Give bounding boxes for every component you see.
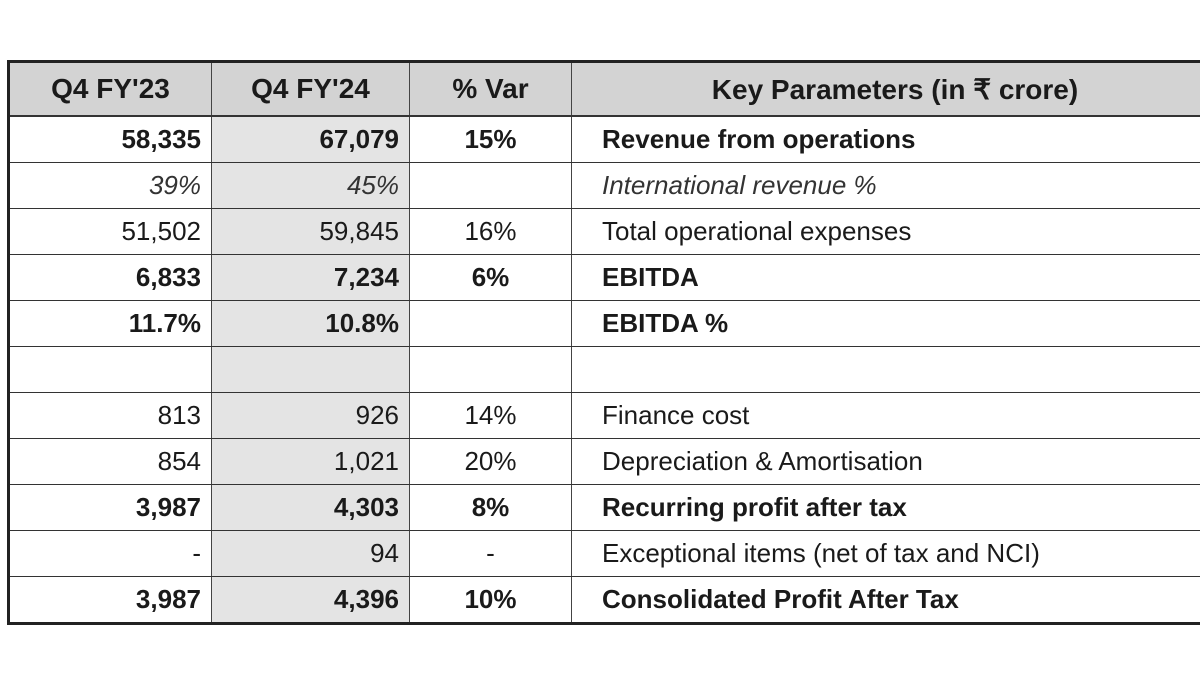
cell-q4-fy24: 94	[211, 530, 410, 577]
cell-parameter: Revenue from operations	[571, 116, 1200, 163]
cell-var: 20%	[409, 438, 572, 485]
cell-parameter: International revenue %	[571, 162, 1200, 209]
cell-q4-fy24: 7,234	[211, 254, 410, 301]
cell-q4-fy23: 854	[8, 438, 212, 485]
cell-q4-fy24: 926	[211, 392, 410, 439]
cell-q4-fy23: 3,987	[8, 484, 212, 531]
cell-q4-fy24: 4,303	[211, 484, 410, 531]
cell-var: 6%	[409, 254, 572, 301]
header-q4-fy24: Q4 FY'24	[211, 61, 410, 117]
cell-var: 15%	[409, 116, 572, 163]
header-key-parameters: Key Parameters (in ₹ crore)	[571, 61, 1200, 117]
cell-q4-fy23: 813	[8, 392, 212, 439]
cell-parameter: Total operational expenses	[571, 208, 1200, 255]
header-q4-fy23: Q4 FY'23	[8, 61, 212, 117]
cell-q4-fy24: 4,396	[211, 576, 410, 624]
cell-q4-fy23: 58,335	[8, 116, 212, 163]
cell-var: -	[409, 530, 572, 577]
cell-parameter: Exceptional items (net of tax and NCI)	[571, 530, 1200, 577]
table-row: 813 926 14% Finance cost	[8, 392, 1200, 439]
cell-q4-fy23: 6,833	[8, 254, 212, 301]
cell-parameter: Finance cost	[571, 392, 1200, 439]
cell-q4-fy23: 51,502	[8, 208, 212, 255]
table-row: 11.7% 10.8% EBITDA %	[8, 300, 1200, 347]
cell-var: 8%	[409, 484, 572, 531]
cell-parameter: EBITDA	[571, 254, 1200, 301]
cell-var: 16%	[409, 208, 572, 255]
header-row: Q4 FY'23 Q4 FY'24 % Var Key Parameters (…	[8, 61, 1200, 117]
cell-parameter: EBITDA %	[571, 300, 1200, 347]
financial-results-table: Q4 FY'23 Q4 FY'24 % Var Key Parameters (…	[7, 60, 1200, 625]
cell-var: 14%	[409, 392, 572, 439]
cell-q4-fy24: 59,845	[211, 208, 410, 255]
table-row: 51,502 59,845 16% Total operational expense…	[8, 208, 1200, 255]
table-row: 6,833 7,234 6% EBITDA	[8, 254, 1200, 301]
cell-q4-fy23: 11.7%	[8, 300, 212, 347]
table-row: 3,987 4,396 10% Consolidated Profit After T…	[8, 576, 1200, 624]
table-row: 3,987 4,303 8% Recurring profit after tax	[8, 484, 1200, 531]
cell-q4-fy24: 45%	[211, 162, 410, 209]
cell-q4-fy23	[8, 346, 212, 393]
cell-parameter	[571, 346, 1200, 393]
cell-q4-fy23: -	[8, 530, 212, 577]
table-row: 58,335 67,079 15% Revenue from operations	[8, 116, 1200, 163]
cell-q4-fy23: 39%	[8, 162, 212, 209]
cell-var: 10%	[409, 576, 572, 624]
cell-var	[409, 162, 572, 209]
header-var: % Var	[409, 61, 572, 117]
cell-q4-fy24: 67,079	[211, 116, 410, 163]
cell-q4-fy24: 10.8%	[211, 300, 410, 347]
table-row: 854 1,021 20% Depreciation & Amortisation	[8, 438, 1200, 485]
cell-q4-fy23: 3,987	[8, 576, 212, 624]
cell-var	[409, 346, 572, 393]
cell-parameter: Recurring profit after tax	[571, 484, 1200, 531]
cell-var	[409, 300, 572, 347]
cell-q4-fy24	[211, 346, 410, 393]
cell-parameter: Consolidated Profit After Tax	[571, 576, 1200, 624]
cell-q4-fy24: 1,021	[211, 438, 410, 485]
table-row: 39% 45% International revenue %	[8, 162, 1200, 209]
table-row: -94- Exceptional items (net of tax and NC…	[8, 530, 1200, 577]
table-row	[8, 346, 1200, 393]
cell-parameter: Depreciation & Amortisation	[571, 438, 1200, 485]
